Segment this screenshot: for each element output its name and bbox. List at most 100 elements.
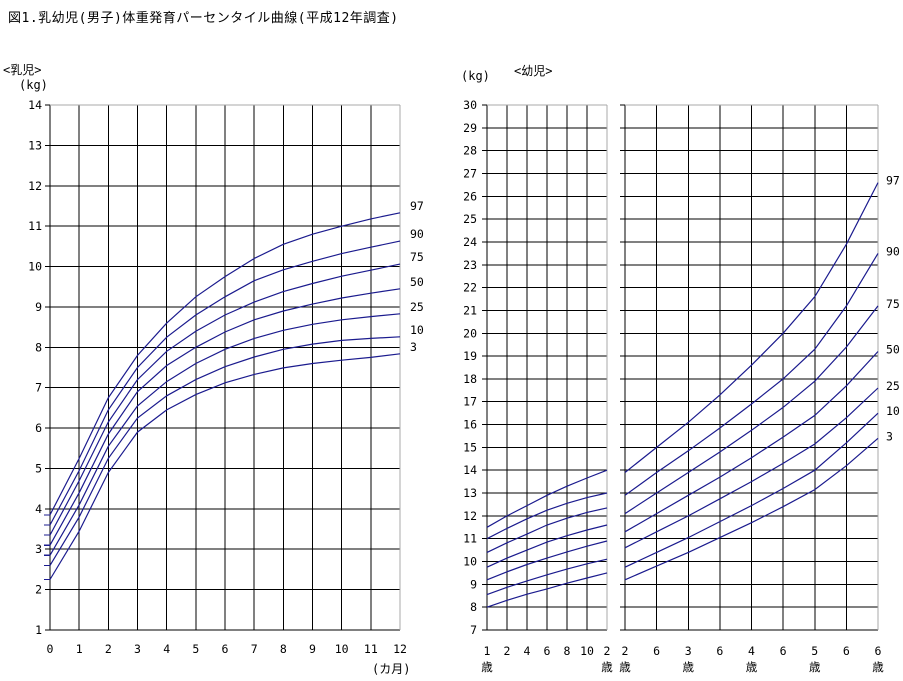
x-axis-tick-label: 9 [309, 642, 316, 656]
y-axis-tick-label: 5 [35, 461, 42, 475]
x-axis-tick-label: 7 [251, 642, 258, 656]
percentile-curve-25 [49, 313, 401, 556]
x-axis-tick-label: 10 [580, 644, 594, 658]
y-axis-tick-label: 9 [35, 300, 42, 314]
x-axis-tick-label: 6 [222, 642, 229, 656]
x-axis-tick-label: 3 [685, 644, 692, 658]
y-axis-tick-label: 1 [35, 623, 42, 637]
percentile-curve-90 [624, 253, 879, 496]
x-axis-tick-label: 5 [811, 644, 818, 658]
percentile-curve-97 [486, 469, 608, 528]
percentile-label-10: 10 [410, 323, 424, 337]
y-axis-tick-label: 6 [35, 421, 42, 435]
y-axis-tick-label: 4 [35, 502, 42, 516]
y-axis-tick-label: 12 [28, 179, 42, 193]
percentile-label-3: 3 [410, 340, 417, 354]
y-axis-tick-label: 2 [35, 583, 42, 597]
infant-kg-unit-label: (kg) [19, 78, 48, 92]
y-axis-tick-label: 8 [470, 600, 477, 614]
y-axis-tick-label: 24 [463, 235, 477, 249]
x-axis-tick-label: 6 [780, 644, 787, 658]
percentile-label-75: 75 [886, 297, 900, 311]
x-axis-tick-label: 4 [748, 644, 755, 658]
percentile-curve-25 [486, 540, 608, 581]
percentile-curve-25 [624, 387, 879, 549]
figure-title: 図1.乳幼児(男子)体重発育パーセンタイル曲線(平成12年調査) [8, 11, 399, 26]
percentile-label-90: 90 [410, 227, 424, 241]
x-axis-tick-label: 2 [604, 644, 611, 658]
x-axis-tick-label: 4 [163, 642, 170, 656]
percentile-label-50: 50 [410, 275, 424, 289]
x-axis-tick-label-unit: 歳 [601, 660, 613, 674]
y-axis-tick-label: 3 [35, 542, 42, 556]
percentile-curve-97 [49, 212, 401, 516]
y-axis-tick-label: 29 [463, 121, 477, 135]
percentile-curve-10 [486, 558, 608, 596]
x-axis-tick-label: 1 [76, 642, 83, 656]
x-axis-tick-label: 5 [192, 642, 199, 656]
y-axis-tick-label: 30 [463, 98, 477, 112]
percentile-curve-90 [486, 492, 608, 540]
x-axis-tick-label: 6 [843, 644, 850, 658]
y-axis-tick-label: 28 [463, 144, 477, 158]
x-axis-tick-label: 4 [524, 644, 531, 658]
x-axis-tick-label: 1 [484, 644, 491, 658]
percentile-label-3: 3 [886, 429, 893, 443]
y-axis-tick-label: 14 [463, 463, 477, 477]
x-axis-tick-label: 10 [335, 642, 349, 656]
percentile-label-10: 10 [886, 404, 900, 418]
percentile-label-97: 97 [410, 199, 424, 213]
x-axis-tick-label-unit: 歳 [619, 660, 631, 674]
y-axis-tick-label: 13 [28, 138, 42, 152]
x-axis-tick-label: 2 [622, 644, 629, 658]
x-axis-tick-label: 0 [47, 642, 54, 656]
percentile-curve-10 [49, 336, 401, 566]
y-axis-tick-label: 14 [28, 98, 42, 112]
y-axis-tick-label: 10 [28, 260, 42, 274]
y-axis-tick-label: 25 [463, 212, 477, 226]
x-axis-tick-label: 6 [544, 644, 551, 658]
months-axis-unit-label: (カ月) [372, 662, 411, 676]
percentile-curve-50 [49, 288, 401, 546]
x-axis-tick-label: 6 [653, 644, 660, 658]
percentile-curve-3 [486, 572, 608, 608]
y-axis-tick-label: 7 [470, 623, 477, 637]
y-axis-tick-label: 20 [463, 326, 477, 340]
x-axis-tick-label: 11 [364, 642, 378, 656]
y-axis-tick-label: 19 [463, 349, 477, 363]
y-axis-tick-label: 11 [463, 532, 477, 546]
x-axis-tick-label: 2 [504, 644, 511, 658]
x-axis-tick-label-unit: 歳 [809, 660, 821, 674]
x-axis-tick-label: 2 [105, 642, 112, 656]
infant-section-label: <乳児> [3, 63, 42, 77]
toddler-section-label: <幼児> [514, 64, 553, 78]
y-axis-tick-label: 11 [28, 219, 42, 233]
percentile-label-25: 25 [886, 379, 900, 393]
percentile-label-75: 75 [410, 250, 424, 264]
x-axis-tick-label: 12 [393, 642, 407, 656]
y-axis-tick-label: 21 [463, 303, 477, 317]
x-axis-tick-label: 3 [134, 642, 141, 656]
percentile-curve-50 [486, 524, 608, 568]
y-axis-tick-label: 15 [463, 440, 477, 454]
y-axis-tick-label: 7 [35, 381, 42, 395]
y-axis-tick-label: 8 [35, 340, 42, 354]
y-axis-tick-label: 16 [463, 418, 477, 432]
percentile-curve-75 [624, 305, 879, 515]
toddler-kg-unit-label: (kg) [461, 69, 490, 83]
percentile-label-90: 90 [886, 244, 900, 258]
x-axis-tick-label-unit: 歳 [872, 660, 884, 674]
percentile-label-25: 25 [410, 300, 424, 314]
percentile-curve-97 [624, 182, 879, 473]
percentile-label-97: 97 [886, 174, 900, 188]
x-axis-tick-label-unit: 歳 [746, 660, 758, 674]
percentile-curve-90 [49, 240, 401, 526]
percentile-curve-75 [486, 507, 608, 553]
x-axis-tick-label: 8 [280, 642, 287, 656]
y-axis-tick-label: 22 [463, 281, 477, 295]
x-axis-tick-label-unit: 歳 [481, 660, 493, 674]
x-axis-tick-label: 6 [875, 644, 882, 658]
percentile-curve-3 [49, 353, 401, 580]
